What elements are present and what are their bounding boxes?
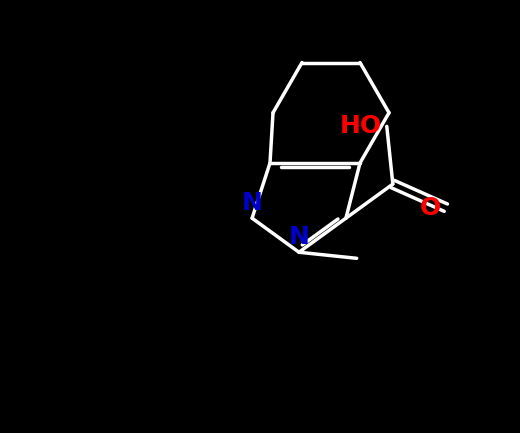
Text: O: O: [420, 196, 441, 220]
Text: HO: HO: [340, 114, 382, 139]
Text: N: N: [242, 191, 263, 215]
Text: N: N: [289, 225, 309, 249]
